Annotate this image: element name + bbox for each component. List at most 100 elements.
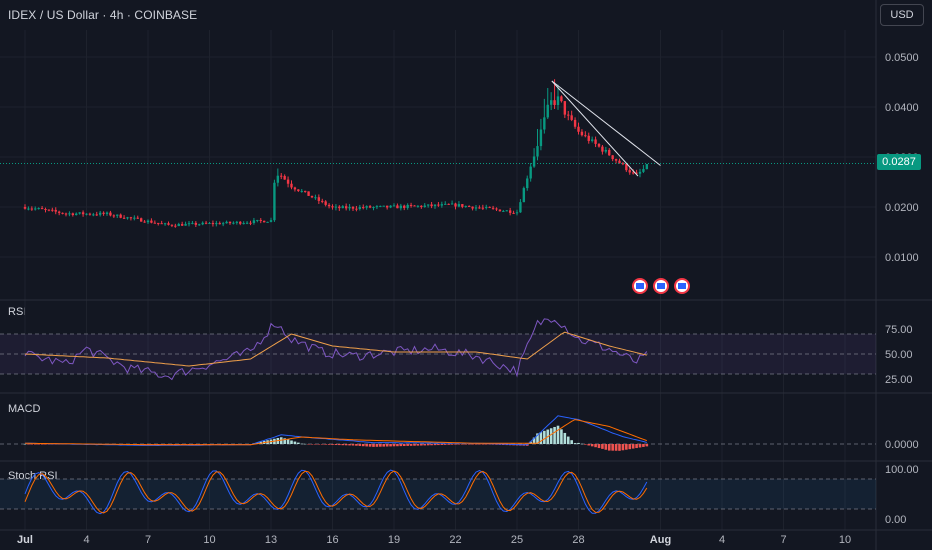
candle-body [529, 166, 532, 179]
candle-body [81, 212, 85, 215]
macd-histogram-bar [365, 444, 368, 447]
candle-body [92, 214, 95, 216]
time-axis-tick-label: 4 [83, 534, 89, 546]
candle-body [160, 223, 163, 225]
event-marker-flag-stripe [657, 283, 665, 289]
candle-body [61, 212, 64, 214]
candle-body [645, 164, 649, 170]
candle-body [420, 205, 423, 207]
macd-histogram-bar [543, 430, 546, 444]
macd-histogram-bar [502, 444, 505, 445]
candle-body [139, 218, 143, 222]
candle-body [249, 222, 252, 224]
candle-body [307, 191, 310, 196]
macd-histogram-bar [437, 444, 440, 446]
candle-body [51, 209, 54, 211]
price-axis-tick-label: 0.0100 [885, 252, 919, 264]
candle-body [539, 129, 543, 147]
candle-body [403, 205, 406, 208]
candle-body [495, 208, 498, 210]
time-axis-tick-label: 28 [572, 534, 584, 546]
candle-body [225, 221, 228, 224]
macd-histogram-bar [344, 444, 348, 446]
macd-histogram-bar [474, 444, 478, 445]
candle-body [116, 214, 119, 216]
candle-body [440, 204, 444, 206]
macd-histogram-bar [631, 444, 635, 449]
macd-histogram-bar [430, 444, 433, 446]
candle-body [546, 104, 549, 118]
macd-histogram-bar [454, 444, 457, 445]
candle-body [105, 212, 109, 214]
macd-histogram-bar [392, 444, 396, 447]
candle-body [153, 222, 157, 224]
candle-body [406, 204, 409, 208]
candle-body [444, 203, 447, 205]
macd-histogram-bar [286, 439, 290, 444]
trendline [551, 80, 661, 166]
candle-body [109, 212, 112, 216]
candle-body [560, 96, 563, 102]
candle-body [95, 214, 98, 216]
candle-body [597, 143, 601, 147]
macd-histogram-bar [37, 444, 40, 445]
macd-histogram-bar [478, 444, 481, 445]
candle-body [485, 206, 488, 208]
macd-histogram-bar [351, 444, 355, 446]
macd-histogram-bar [27, 444, 30, 445]
macd-histogram-bar [577, 442, 580, 444]
candle-body [348, 206, 351, 209]
macd-histogram-bar [317, 444, 321, 445]
macd-histogram-bar [307, 444, 310, 445]
candle-body [143, 221, 146, 223]
candle-body [515, 212, 519, 214]
candle-body [409, 204, 413, 206]
macd-histogram-bar [625, 444, 628, 450]
macd-histogram-bar [290, 440, 293, 444]
candle-body [180, 224, 184, 226]
candle-body [303, 190, 307, 192]
candle-body [68, 213, 71, 215]
candle-body [344, 206, 348, 209]
candle-body [351, 206, 355, 209]
macd-histogram-bar [348, 444, 351, 446]
candle-body [191, 222, 194, 224]
macd-histogram-bar [611, 444, 614, 451]
candle-body [385, 205, 389, 208]
candle-body [430, 204, 433, 207]
candle-body [621, 163, 625, 165]
macd-histogram-bar [320, 444, 324, 445]
candle-body [471, 206, 474, 209]
macd-histogram-bar [338, 444, 341, 446]
candle-body [584, 135, 587, 137]
candle-body [239, 221, 242, 224]
candle-body [40, 208, 44, 210]
candle-body [198, 224, 201, 226]
candle-body [491, 207, 495, 209]
macd-histogram-bar [416, 444, 420, 446]
last-price-badge: 0.0287 [877, 154, 921, 170]
macd-histogram-bar [23, 444, 27, 445]
macd-histogram-bar [396, 444, 399, 447]
price-axis-tick-label: 0.0400 [885, 102, 919, 114]
candle-body [75, 213, 78, 216]
candle-body [314, 197, 317, 199]
candle-body [102, 212, 105, 214]
macd-histogram-bar [279, 437, 283, 444]
candle-body [122, 217, 126, 219]
currency-button[interactable]: USD [880, 4, 924, 26]
macd-histogram-bar [621, 444, 625, 451]
candle-body [522, 188, 526, 203]
macd-histogram-bar [426, 444, 430, 446]
candle-body [245, 222, 249, 224]
candle-body [526, 178, 529, 189]
candle-body [635, 172, 638, 174]
candle-body [467, 205, 471, 207]
macd-histogram-bar [618, 444, 621, 451]
macd-histogram-bar [628, 444, 632, 450]
candle-body [310, 195, 314, 198]
macd-histogram-bar [539, 432, 543, 444]
macd-histogram-bar [402, 444, 406, 447]
macd-histogram-bar [358, 444, 362, 446]
